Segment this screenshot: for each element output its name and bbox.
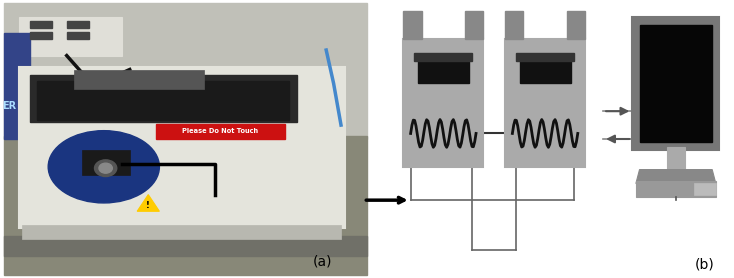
Bar (636, 181, 716, 197)
Bar (4, 3, 367, 139)
Bar (516, 53, 574, 61)
Bar (505, 39, 585, 167)
Bar (18, 17, 123, 56)
Bar (567, 11, 585, 39)
Bar (385, 17, 603, 259)
Bar (639, 25, 712, 142)
Bar (396, 17, 592, 250)
Text: Please Do Not Touch: Please Do Not Touch (183, 128, 258, 134)
Bar (29, 75, 297, 122)
Bar (18, 67, 345, 228)
Circle shape (99, 163, 112, 173)
Bar (156, 124, 286, 139)
Bar (520, 56, 570, 83)
Bar (694, 183, 716, 195)
Bar (67, 32, 89, 39)
Bar (74, 70, 204, 89)
Bar (67, 21, 89, 28)
Bar (414, 53, 473, 61)
Text: ER: ER (2, 101, 16, 111)
Bar (666, 147, 685, 170)
Bar (465, 11, 483, 39)
Bar (404, 39, 483, 167)
Polygon shape (636, 170, 716, 183)
Bar (4, 33, 29, 139)
Polygon shape (137, 195, 159, 211)
Bar (632, 17, 719, 150)
Bar (4, 136, 367, 275)
Bar (404, 11, 421, 39)
Bar (505, 11, 523, 39)
Bar (29, 21, 52, 28)
Bar (4, 236, 367, 256)
Bar (81, 150, 130, 175)
Text: !: ! (146, 201, 150, 210)
Bar (22, 225, 341, 239)
Text: (a): (a) (313, 254, 333, 268)
Circle shape (95, 160, 117, 177)
Bar (418, 56, 469, 83)
Bar (37, 81, 289, 120)
Text: (b): (b) (695, 257, 715, 271)
Ellipse shape (48, 131, 159, 203)
Bar (29, 32, 52, 39)
